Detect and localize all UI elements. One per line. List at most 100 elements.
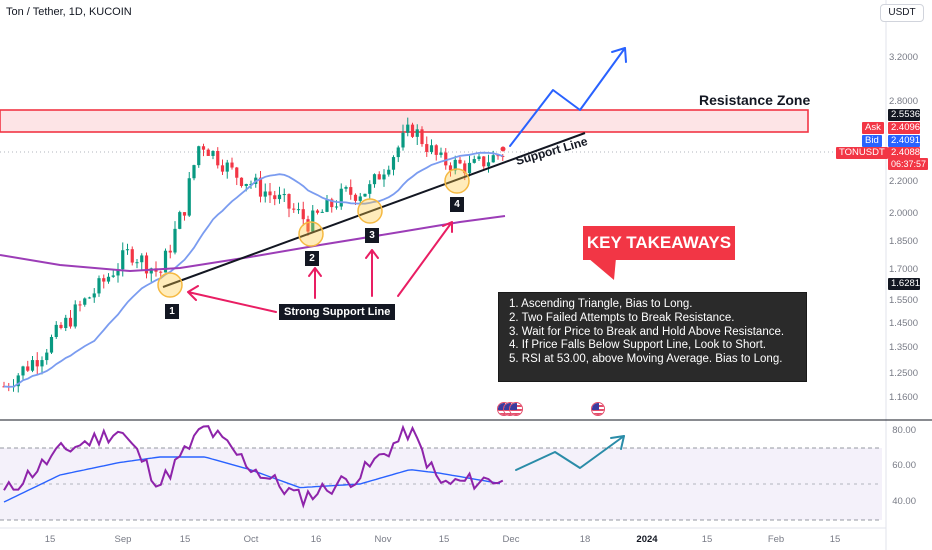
candle-body <box>54 324 58 337</box>
candle-body <box>287 194 291 209</box>
resistance-zone[interactable] <box>0 109 809 133</box>
candle-body <box>206 149 210 156</box>
candle-body <box>78 304 82 306</box>
price-tick: 3.2000 <box>888 52 918 63</box>
price-tick: 2.8000 <box>888 96 918 107</box>
candle-body <box>344 187 348 189</box>
countdown-tag: 06:37:57 <box>888 158 928 170</box>
candle-body <box>135 262 139 264</box>
candle-body <box>439 152 443 155</box>
takeaway-item: 4. If Price Falls Below Support Line, Lo… <box>509 339 766 352</box>
us-flag-icon[interactable] <box>509 402 523 416</box>
candle-body <box>377 174 381 180</box>
candle-body <box>263 191 267 197</box>
candle-body <box>273 195 277 200</box>
candle-body <box>106 276 111 282</box>
candle-body <box>444 152 448 166</box>
candle-body <box>358 196 362 201</box>
support-trendline[interactable] <box>162 132 586 288</box>
bid-label: Bid <box>862 135 882 147</box>
strong-support-label: Strong Support Line <box>279 304 396 320</box>
key-takeaways-title: KEY TAKEAWAYS <box>583 226 735 260</box>
currency-button[interactable]: USDT <box>880 4 924 22</box>
candle-body <box>130 249 134 263</box>
touch-circle-2 <box>298 221 324 247</box>
pink-arrows <box>187 221 453 313</box>
time-label: 16 <box>310 534 322 545</box>
touch-circle-3 <box>357 198 383 224</box>
candle-body <box>453 159 457 171</box>
candle-body <box>230 162 234 168</box>
candle-body <box>448 165 453 171</box>
candle-body <box>306 219 310 232</box>
candle-body <box>458 159 462 164</box>
time-label: 15 <box>829 534 841 545</box>
last-price-tag: 2.4088 <box>888 147 920 159</box>
time-label: Sep <box>114 534 132 545</box>
candle-body <box>173 228 177 253</box>
candle-body <box>26 366 30 371</box>
candle-body <box>102 278 106 282</box>
candle-body <box>68 317 73 327</box>
candle-body <box>225 162 229 172</box>
candle-body <box>339 188 343 207</box>
candle-body <box>178 212 182 229</box>
rsi-projection-arrow <box>515 435 625 471</box>
candle-body <box>239 177 244 186</box>
candle-body <box>368 184 372 194</box>
rsi-line <box>3 424 504 509</box>
candle-body <box>192 165 196 179</box>
candle-body <box>491 155 495 163</box>
candle-body <box>220 165 225 172</box>
ask-price-tag: 2.4096 <box>888 122 920 134</box>
candle-body <box>21 366 25 376</box>
candle-body <box>401 132 405 148</box>
candle-body <box>311 210 315 232</box>
rsi-ma-line <box>3 456 501 503</box>
candle-body <box>40 360 44 367</box>
candle-body <box>64 317 68 329</box>
price-tick: 1.4500 <box>888 318 918 329</box>
candle-body <box>125 249 130 251</box>
candle-body <box>396 147 400 158</box>
price-tick: 1.1600 <box>888 392 918 403</box>
time-label: 15 <box>701 534 713 545</box>
candle-body <box>325 199 329 212</box>
marker-3: 3 <box>365 228 379 243</box>
candle-body <box>282 194 286 196</box>
candle-body <box>391 157 396 170</box>
candle-body <box>30 360 35 371</box>
candle-body <box>87 297 92 299</box>
takeaways-box: 1. Ascending Triangle, Bias to Long. 2. … <box>498 292 807 382</box>
candle-body <box>216 150 220 166</box>
candle-body <box>159 271 163 273</box>
candle-body <box>472 159 476 163</box>
candle-body <box>97 278 101 294</box>
touch-circle-1 <box>157 272 183 298</box>
time-label: Feb <box>767 534 785 545</box>
candle-body <box>425 144 429 152</box>
takeaway-item: 2. Two Failed Attempts to Break Resistan… <box>509 311 735 324</box>
bid-price-tag: 2.4091 <box>888 135 920 147</box>
candlestick-series <box>2 117 505 393</box>
price-tick: 1.7000 <box>888 264 918 275</box>
takeaway-item: 5. RSI at 53.00, above Moving Average. B… <box>509 353 783 366</box>
candle-body <box>244 183 248 186</box>
candle-body <box>353 194 358 201</box>
resistance-zone-label: Resistance Zone <box>699 92 811 108</box>
ma-price-tag: 1.6281 <box>888 278 920 290</box>
us-flag-icon[interactable] <box>591 402 605 416</box>
price-tick: 1.5500 <box>888 295 918 306</box>
marker-4: 4 <box>450 197 464 212</box>
candle-body <box>45 352 49 361</box>
candle-body <box>334 206 339 208</box>
candle-body <box>35 360 39 367</box>
price-tick: 1.8500 <box>888 236 918 247</box>
candle-body <box>296 209 301 211</box>
candle-body <box>482 156 486 167</box>
time-label-year: 2024 <box>636 534 658 545</box>
ma-fast-line <box>3 151 504 388</box>
candle-body <box>320 211 324 213</box>
candle-body <box>83 298 87 305</box>
